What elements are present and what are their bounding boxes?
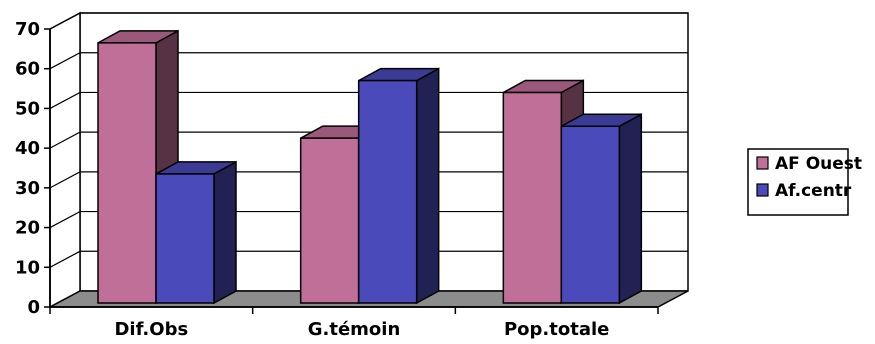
- y-tick-label: 40: [15, 138, 40, 159]
- y-tick-label: 30: [15, 178, 40, 199]
- y-tick-label: 0: [27, 297, 40, 318]
- bar-side-face: [213, 160, 237, 305]
- legend-swatch-af-ouest: [756, 156, 769, 170]
- gridlines: [49, 12, 688, 268]
- legend-label-af-centr: Af.centr: [775, 181, 852, 201]
- y-tick-label: 10: [15, 257, 40, 278]
- gridline: [49, 210, 688, 229]
- bars-layer: [97, 29, 643, 305]
- legend-label-af-ouest: AF Ouest: [775, 154, 862, 174]
- x-tick-label: Dif.Obs: [114, 319, 188, 340]
- y-tick-label: 20: [15, 218, 40, 239]
- bar-front-face: [299, 137, 360, 304]
- x-axis: Dif.Obs G.témoin Pop.totale: [49, 306, 659, 340]
- gridline: [49, 12, 688, 30]
- gridline: [49, 91, 688, 109]
- bar-af-centr-pop-totale: [560, 113, 643, 305]
- gridline: [49, 250, 688, 268]
- y-tick-label: 50: [15, 98, 40, 119]
- y-tick-label: 70: [15, 19, 40, 40]
- y-tick-label: 60: [15, 59, 40, 80]
- bar-front-face: [502, 91, 563, 304]
- bar-front-face: [357, 79, 418, 304]
- side-wall: [49, 11, 81, 309]
- gridline: [49, 52, 688, 70]
- x-tick-label: G.témoin: [308, 319, 401, 340]
- bar-side-face: [415, 67, 440, 305]
- legend: AF Ouest Af.centr: [747, 148, 862, 216]
- y-axis: 0 10 20 30 40 50 60 70: [15, 19, 51, 318]
- bar-af-centr-g-temoin: [357, 67, 440, 305]
- bar-front-face: [560, 125, 621, 304]
- bar-front-face: [97, 42, 157, 304]
- bar-af-centr-dif-obs: [155, 160, 237, 305]
- gridline: [49, 171, 688, 189]
- gridline: [49, 131, 688, 149]
- legend-swatch-af-centr: [756, 183, 769, 197]
- bar-front-face: [155, 173, 215, 304]
- x-tick-label: Pop.totale: [504, 319, 609, 340]
- bar-side-face: [618, 113, 643, 305]
